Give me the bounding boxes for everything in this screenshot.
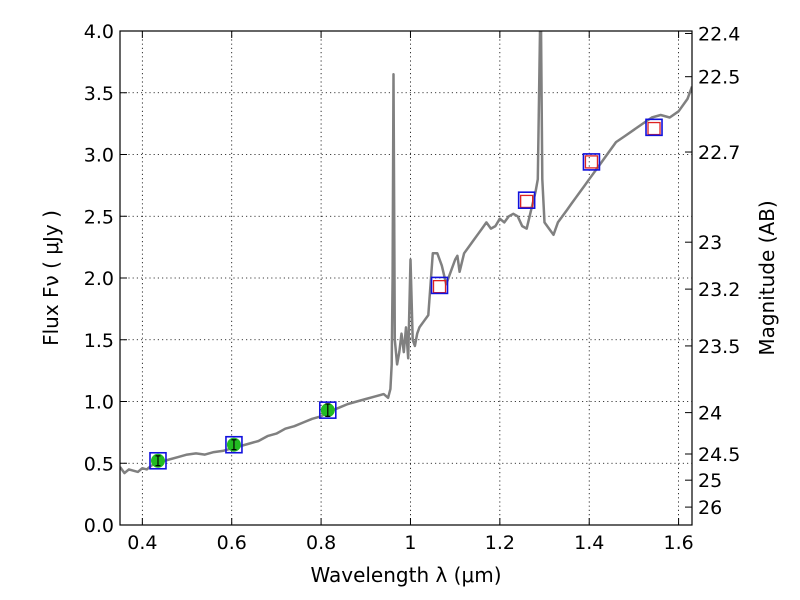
x-tick-label-2: 0.8	[306, 532, 336, 554]
x-tick-label-5: 1.4	[574, 532, 604, 554]
model-blue-square-2	[318, 401, 337, 419]
y-tick-label-4: 2.0	[84, 268, 114, 290]
model-blue-square-3	[430, 276, 449, 295]
x-axis-ticks: 0.4 0.6 0.8 1 1.2 1.4 1.6	[127, 31, 694, 554]
right-tick-label-1: 22.5	[698, 67, 740, 89]
x-tick-label-3: 1	[404, 532, 416, 554]
model-blue-square-1	[225, 435, 243, 454]
right-tick-label-0: 22.4	[698, 23, 740, 45]
right-tick-label-5: 23.5	[698, 336, 740, 358]
y-tick-label-1: 0.5	[84, 453, 114, 475]
x-tick-label-0: 0.4	[127, 532, 157, 554]
marker-layer	[149, 118, 663, 470]
spectrum-layer	[120, 31, 692, 475]
y-tick-label-5: 2.5	[84, 206, 114, 228]
model-red-square-3	[647, 121, 661, 136]
grid	[120, 30, 692, 526]
x-tick-label-4: 1.2	[485, 532, 515, 554]
x-axis-title: Wavelength λ (μm)	[310, 563, 501, 587]
model-red-square-2	[584, 155, 599, 169]
x-tick-label-6: 1.6	[663, 532, 693, 554]
model-blue-square-0	[149, 451, 167, 470]
model-blue-square-6	[645, 118, 663, 137]
y-tick-label-2: 1.0	[84, 392, 114, 414]
right-tick-label-7: 24.5	[698, 444, 740, 466]
right-tick-label-8: 25	[698, 470, 722, 492]
right-tick-label-6: 24	[698, 403, 722, 425]
y-tick-label-6: 3.0	[84, 145, 114, 167]
right-tick-label-3: 23	[698, 232, 722, 254]
y-tick-label-0: 0.0	[84, 515, 114, 537]
model-red-square-1	[520, 194, 534, 209]
right-axis-title: Magnitude (AB)	[755, 200, 779, 355]
y-axis-ticks: 0.0 0.5 1.0 1.5 2.0 2.5 3.0 3.5 4.0	[84, 21, 127, 537]
right-tick-label-2: 22.7	[698, 142, 740, 164]
y-tick-label-7: 3.5	[84, 83, 114, 105]
y-tick-label-3: 1.5	[84, 330, 114, 352]
right-axis-ticks: 22.4 22.5 22.7 23 23.2 23.5 24 24.5 25 26	[685, 23, 740, 519]
y-tick-label-8: 4.0	[84, 21, 114, 43]
y-axis-title: Flux Fν ( μJy )	[39, 210, 63, 346]
right-tick-label-4: 23.2	[698, 279, 740, 301]
x-tick-label-1: 0.6	[217, 532, 247, 554]
model-blue-square-4	[517, 191, 536, 209]
right-tick-label-9: 26	[698, 497, 722, 519]
spectrum-line-0	[120, 31, 692, 475]
model-blue-square-5	[582, 153, 601, 171]
model-red-square-0	[432, 279, 447, 294]
